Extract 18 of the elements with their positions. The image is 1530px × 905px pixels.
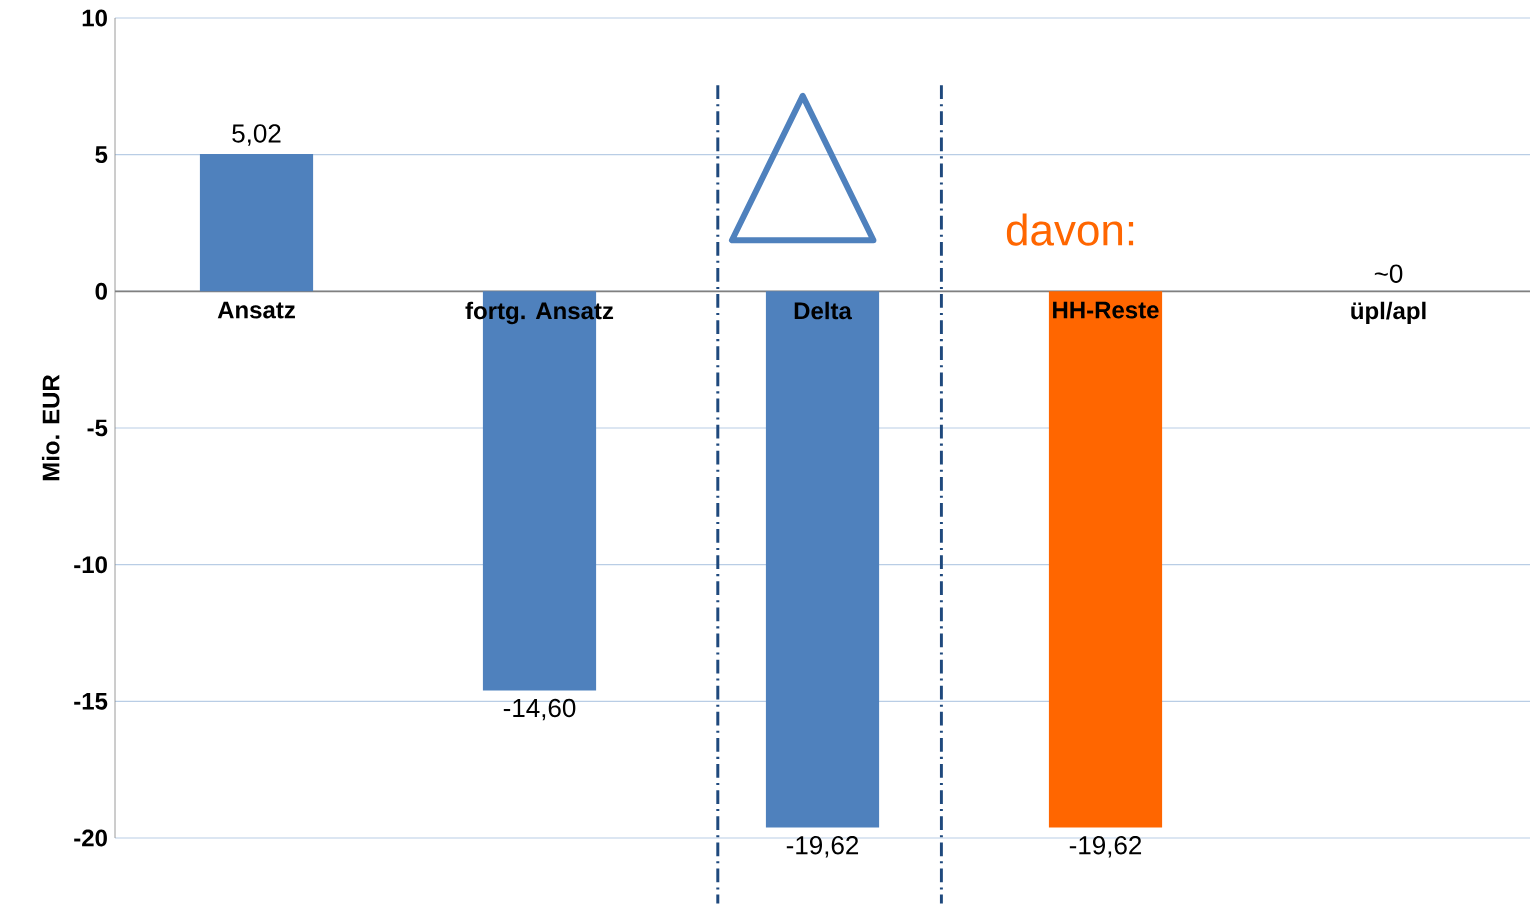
y-tick-label: -15: [74, 692, 108, 710]
y-axis-title: Mio. EUR: [41, 374, 60, 481]
y-tick-label: 0: [95, 282, 107, 300]
y-tick-label: 10: [82, 9, 107, 27]
data-label: 5,02: [232, 124, 281, 146]
y-tick-label: -10: [74, 556, 107, 574]
data-label: ~0: [1374, 264, 1403, 283]
data-label: -19,62: [786, 836, 859, 858]
y-tick-label: 5: [95, 146, 108, 164]
x-tick-label: Ansatz: [217, 301, 295, 319]
data-label: -19,62: [1069, 836, 1142, 858]
x-tick-label: üpl/apl: [1351, 301, 1426, 325]
y-tick-label: -20: [74, 829, 107, 847]
data-label: -14,60: [503, 698, 576, 721]
y-tick-label: -5: [87, 419, 108, 437]
x-tick-label: HH-Reste: [1053, 301, 1159, 319]
annotation: davon:: [1006, 213, 1134, 246]
x-tick-label: Delta: [794, 301, 852, 320]
